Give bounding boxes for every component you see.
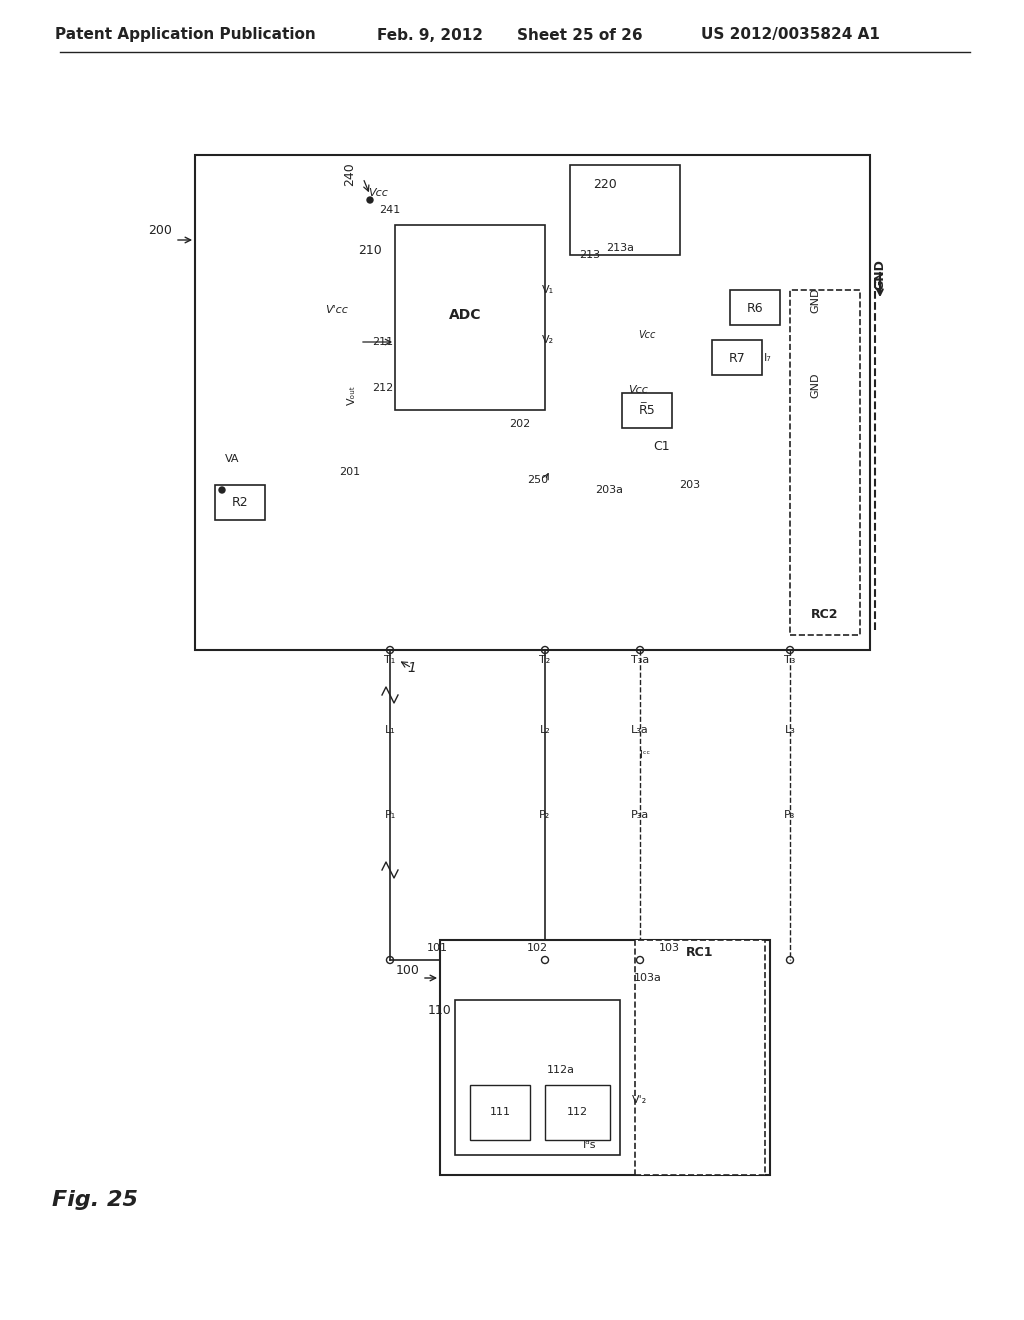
Text: 103a: 103a: [634, 973, 662, 983]
Text: T₃: T₃: [784, 655, 796, 665]
Text: 240: 240: [343, 162, 356, 186]
Bar: [455, 1001, 620, 1155]
Bar: [440, 940, 770, 1175]
Text: C1: C1: [653, 440, 670, 453]
Bar: [730, 290, 780, 325]
Text: 111: 111: [489, 1107, 511, 1117]
Circle shape: [367, 197, 373, 203]
Bar: [790, 290, 860, 635]
Text: P₂: P₂: [540, 810, 551, 820]
Text: R2: R2: [231, 496, 248, 510]
Text: V₂: V₂: [542, 335, 554, 345]
Text: 203: 203: [679, 480, 700, 490]
Text: 112a: 112a: [547, 1065, 575, 1074]
Text: 1: 1: [408, 661, 417, 675]
Text: 201: 201: [339, 467, 360, 477]
Bar: [395, 224, 545, 411]
Text: Iᵈs: Iᵈs: [584, 1140, 597, 1150]
Text: R6: R6: [746, 301, 763, 314]
Text: P₃a: P₃a: [631, 810, 649, 820]
Text: R7: R7: [729, 351, 745, 364]
Text: T₃a: T₃a: [631, 655, 649, 665]
Text: L₁: L₁: [385, 725, 395, 735]
Text: L₂: L₂: [540, 725, 550, 735]
Text: T₂: T₂: [540, 655, 551, 665]
Text: Feb. 9, 2012: Feb. 9, 2012: [377, 28, 483, 42]
Text: 241: 241: [379, 205, 400, 215]
Text: _: _: [640, 393, 646, 403]
Text: 212: 212: [372, 383, 393, 393]
Text: Vcc: Vcc: [628, 385, 648, 395]
Text: 200: 200: [148, 223, 172, 236]
Text: Sheet 25 of 26: Sheet 25 of 26: [517, 28, 643, 42]
Text: 110: 110: [427, 1003, 451, 1016]
Text: RC1: RC1: [686, 945, 714, 958]
Text: V₁: V₁: [542, 285, 554, 294]
Text: I₇: I₇: [764, 352, 772, 363]
Bar: [570, 165, 680, 255]
Text: T₁: T₁: [384, 655, 395, 665]
Bar: [622, 393, 672, 428]
Bar: [195, 154, 870, 649]
Text: VA: VA: [224, 454, 240, 465]
Text: GND: GND: [810, 288, 820, 313]
Bar: [635, 940, 765, 1175]
Text: L₃a: L₃a: [631, 725, 649, 735]
Text: GND: GND: [873, 260, 887, 290]
Text: Vcc: Vcc: [368, 187, 388, 198]
Bar: [545, 1085, 610, 1140]
Text: 213a: 213a: [606, 243, 634, 253]
Text: 213: 213: [580, 249, 600, 260]
Text: 100: 100: [396, 964, 420, 977]
Text: 250: 250: [527, 475, 549, 484]
Bar: [215, 484, 265, 520]
Circle shape: [219, 487, 225, 492]
Text: 103: 103: [659, 942, 680, 953]
Text: Vcc: Vcc: [638, 330, 655, 341]
Text: 202: 202: [509, 418, 530, 429]
Text: L₃: L₃: [784, 725, 796, 735]
Text: V'₂: V'₂: [633, 1096, 647, 1105]
Text: Fig. 25: Fig. 25: [52, 1191, 138, 1210]
Text: Vₒᵤₜ: Vₒᵤₜ: [347, 385, 357, 405]
Text: 211: 211: [372, 337, 393, 347]
Text: P₃: P₃: [784, 810, 796, 820]
Text: Patent Application Publication: Patent Application Publication: [54, 28, 315, 42]
Bar: [470, 1085, 530, 1140]
Text: GND: GND: [810, 372, 820, 397]
Text: Iᶜᶜ: Iᶜᶜ: [640, 750, 650, 760]
Text: V'cc: V'cc: [326, 305, 348, 315]
Text: 210: 210: [358, 243, 382, 256]
Text: R5: R5: [639, 404, 655, 417]
Text: 112: 112: [566, 1107, 588, 1117]
Text: P₁: P₁: [384, 810, 395, 820]
Text: 102: 102: [527, 942, 548, 953]
Text: 220: 220: [593, 178, 616, 191]
Bar: [712, 341, 762, 375]
Text: 203a: 203a: [595, 484, 623, 495]
Text: US 2012/0035824 A1: US 2012/0035824 A1: [700, 28, 880, 42]
Text: RC2: RC2: [811, 609, 839, 622]
Text: 101: 101: [427, 942, 449, 953]
Text: ADC: ADC: [449, 308, 481, 322]
